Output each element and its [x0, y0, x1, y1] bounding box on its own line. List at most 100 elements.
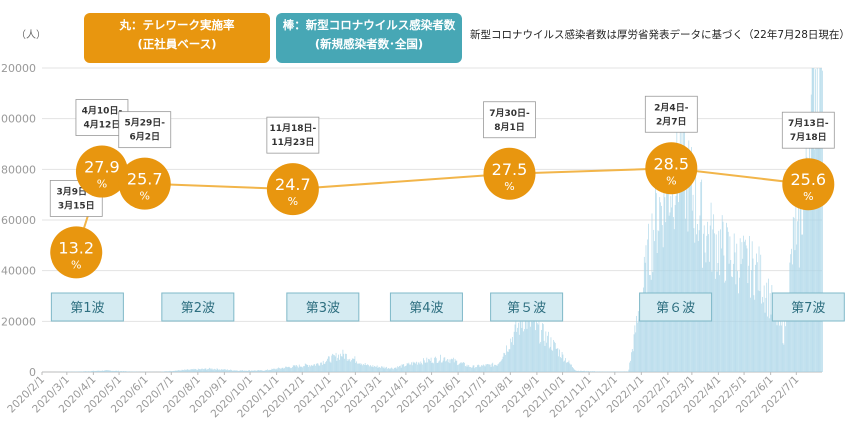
daily-bar — [545, 331, 547, 372]
daily-bar — [548, 348, 550, 372]
daily-bar — [763, 285, 765, 372]
daily-bar — [101, 370, 102, 372]
daily-bar — [530, 318, 532, 372]
daily-bar — [268, 370, 269, 372]
daily-bar — [345, 353, 347, 372]
daily-bar — [359, 363, 361, 372]
daily-bar — [452, 359, 453, 372]
daily-bar — [700, 182, 702, 372]
daily-bar — [775, 303, 777, 372]
daily-bar — [171, 371, 173, 372]
daily-bar — [308, 366, 310, 372]
daily-bar — [268, 369, 270, 372]
daily-bar — [290, 368, 292, 372]
wave-label: 第５波 — [507, 301, 546, 316]
legend-telework-title: 丸：テレワーク実施率 — [119, 18, 235, 32]
daily-bar — [393, 369, 394, 372]
daily-bar — [444, 357, 446, 372]
daily-bar — [695, 166, 697, 372]
daily-bar — [228, 370, 230, 372]
daily-bar — [788, 302, 790, 372]
daily-bar — [660, 202, 661, 372]
daily-bar — [586, 370, 588, 372]
daily-bar — [813, 68, 815, 372]
daily-bar — [230, 369, 232, 372]
daily-bar — [253, 370, 255, 372]
daily-bar — [331, 355, 333, 372]
daily-bar — [554, 341, 555, 372]
daily-bar — [238, 370, 240, 372]
daily-bar — [316, 363, 318, 372]
daily-bar — [757, 290, 759, 372]
daily-bar — [374, 366, 375, 372]
daily-bar — [463, 362, 464, 372]
daily-bar — [650, 279, 652, 372]
daily-bar — [519, 311, 521, 372]
daily-bar — [310, 364, 312, 372]
daily-bar — [765, 297, 767, 372]
daily-bar — [206, 369, 208, 372]
daily-bar — [340, 356, 342, 372]
daily-bar — [750, 270, 752, 372]
daily-bar — [769, 293, 771, 372]
daily-bar — [125, 371, 126, 372]
daily-bar — [419, 364, 421, 372]
daily-bar — [396, 368, 398, 372]
daily-bar — [381, 366, 383, 372]
daily-bar — [498, 363, 500, 372]
daily-bar — [413, 362, 415, 372]
daily-bar — [428, 358, 429, 372]
daily-bar — [392, 368, 393, 372]
daily-bar — [80, 371, 82, 372]
daily-bar — [530, 326, 531, 372]
daily-bar — [478, 365, 480, 372]
daily-bar — [369, 365, 371, 372]
daily-bar — [481, 365, 482, 372]
daily-bar — [204, 368, 206, 372]
daily-bar — [443, 357, 445, 372]
daily-bar — [634, 325, 636, 372]
daily-bar — [486, 364, 488, 372]
daily-bar — [345, 353, 346, 372]
daily-bar — [572, 368, 574, 372]
daily-bar — [405, 365, 407, 372]
daily-bar — [265, 369, 267, 372]
daily-bar — [579, 371, 581, 372]
daily-bar — [402, 364, 404, 372]
daily-bar — [741, 242, 743, 372]
wave-label: 第1波 — [70, 301, 104, 316]
period-label-end: 7月18日 — [790, 132, 827, 143]
daily-bar — [632, 351, 634, 372]
daily-bar — [94, 371, 95, 372]
period-label-start: 2月4日- — [654, 102, 689, 113]
daily-bar — [232, 370, 234, 372]
daily-bar — [184, 369, 186, 372]
wave-label: 第4波 — [409, 301, 443, 316]
daily-bar — [809, 137, 810, 372]
daily-bar — [715, 234, 717, 372]
daily-bar — [84, 371, 86, 372]
daily-bar — [535, 330, 536, 372]
daily-bar — [231, 369, 232, 372]
daily-bar — [277, 368, 279, 372]
daily-bar — [635, 332, 637, 372]
daily-bar — [729, 236, 731, 372]
daily-bar — [465, 366, 467, 372]
daily-bar — [800, 192, 802, 372]
daily-bar — [175, 370, 177, 372]
daily-bar — [263, 370, 265, 372]
y-tick-label: 0 — [29, 366, 36, 379]
daily-bar — [306, 364, 308, 372]
daily-bar — [815, 69, 816, 373]
daily-bar — [182, 369, 184, 372]
daily-bar — [679, 127, 681, 372]
daily-bar — [816, 68, 818, 372]
daily-bar — [578, 371, 580, 372]
daily-bar — [85, 371, 87, 372]
daily-bar — [674, 205, 676, 372]
daily-bar — [440, 362, 442, 372]
daily-bar — [711, 271, 713, 372]
daily-bar — [820, 68, 822, 372]
daily-bar — [274, 368, 275, 372]
daily-bar — [768, 318, 770, 372]
